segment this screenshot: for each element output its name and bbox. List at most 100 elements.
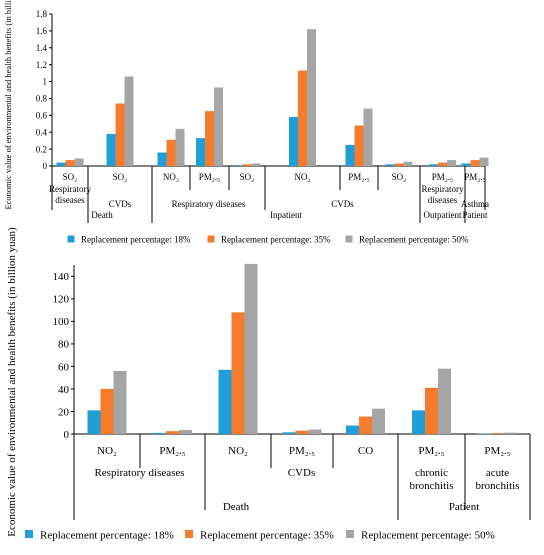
chart2-category-label: PM₂.₅: [418, 445, 444, 457]
chart2-y-tick-label: 80: [58, 339, 70, 351]
chart1-category-label: NO₂: [294, 172, 310, 182]
chart1-category-label: SO₂: [240, 172, 255, 182]
chart1-y-tick-label: 1.2: [36, 60, 47, 70]
chart2-legend-swatch: [346, 530, 354, 538]
chart1-category-label: SO₂: [392, 172, 407, 182]
chart1-bar-50: [404, 162, 413, 166]
chart1-y-tick-label: 0.6: [36, 110, 48, 120]
chart2-y-tick-label: 140: [53, 271, 70, 283]
chart1-category-label: SO₂: [113, 172, 128, 182]
chart2-bar-18: [346, 426, 359, 434]
chart1-legend-label: Replacement percentage: 18%: [81, 235, 191, 245]
chart1-legend-swatch: [346, 236, 353, 243]
chart1-group-label: Asthma: [461, 199, 489, 209]
chart1-y-tick-label: 0.2: [36, 144, 47, 154]
chart1-category-label: PM₂.₅: [199, 172, 221, 182]
chart1-bar-50: [176, 129, 185, 166]
chart1-legend-swatch: [208, 236, 215, 243]
chart2-bar-18: [153, 433, 166, 434]
chart2-bar-18: [88, 410, 101, 434]
chart2-outer-label: Patient: [449, 501, 480, 513]
chart1-bar-18: [234, 165, 243, 166]
chart2-y-tick-label: 120: [53, 294, 70, 306]
chart1-bar-50: [364, 109, 373, 166]
chart2-legend-swatch: [185, 530, 193, 538]
chart1-bar-50: [447, 160, 456, 166]
chart1-category-label: SO₂: [63, 172, 78, 182]
chart1-bar-35: [298, 71, 307, 166]
chart1-bar-50: [75, 158, 84, 166]
chart1-bar-18: [158, 152, 167, 166]
chart1-bar-18: [196, 138, 205, 166]
chart2-category-label: NO₂: [228, 445, 248, 457]
chart1-bar-35: [243, 164, 252, 166]
chart1-legend-label: Replacement percentage: 35%: [221, 235, 331, 245]
chart2-bar-18: [412, 410, 425, 434]
chart2-bar-18: [283, 432, 296, 434]
chart2-y-axis-label: Economic value of environmental and heal…: [6, 227, 18, 537]
chart2-bar-50: [114, 371, 127, 434]
chart1-group-label: Respiratory diseases: [172, 199, 246, 209]
chart2-bar-35: [359, 417, 372, 434]
chart1-bar-50: [214, 87, 223, 166]
chart1-bar-18: [57, 163, 66, 166]
chart1-bar-18: [289, 117, 298, 166]
chart1-outer-label: Inpatient: [270, 210, 302, 220]
chart2-y-tick-label: 100: [53, 316, 70, 328]
chart1-bar-18: [462, 163, 471, 166]
chart2-bar-35: [296, 431, 309, 434]
chart2-group-label: CVDs: [288, 467, 316, 479]
chart1-bar-50: [252, 163, 261, 166]
chart2-bar-35: [166, 431, 179, 434]
chart1-category-label: PM₂.₅: [464, 172, 486, 182]
chart2-bar-50: [309, 429, 322, 434]
chart1-y-tick-label: 0.8: [36, 94, 48, 104]
chart1-legend-swatch: [68, 236, 75, 243]
chart2-bar-35: [101, 389, 114, 434]
chart1-outer-label: Outpatient: [424, 210, 462, 220]
chart2-category-label: PM₂.₅: [484, 445, 510, 457]
chart1-bar-50: [125, 76, 134, 166]
chart1-legend-label: Replacement percentage: 50%: [359, 235, 469, 245]
chart1-outer-label: Death: [91, 210, 113, 220]
chart1-bar-18: [107, 134, 116, 166]
chart1-y-tick-label: 0.4: [36, 127, 48, 137]
chart2-bar-50: [372, 409, 385, 434]
chart1-y-axis-label: Economic value of environmental and heal…: [3, 0, 13, 210]
chart1-bar-50: [480, 158, 489, 166]
chart2-y-tick-label: 60: [58, 361, 70, 373]
chart2-bar-35: [491, 433, 504, 434]
chart2-y-tick-label: 0: [64, 429, 70, 441]
chart2-category-label: NO₂: [97, 445, 117, 457]
chart1-category-label: NO₂: [163, 172, 179, 182]
chart2-legend-label: Replacement percentage: 35%: [200, 529, 334, 541]
chart1-bar-35: [116, 104, 125, 166]
chart2-category-label: PM₂.₅: [159, 445, 185, 457]
chart2-y-tick-label: 40: [58, 384, 70, 396]
chart2-outer-label: Death: [223, 501, 250, 513]
chart1-y-tick-label: 0: [43, 161, 48, 171]
chart2-group-label: Respiratory diseases: [94, 467, 184, 479]
chart1-bar-50: [307, 29, 316, 166]
chart2-legend-label: Replacement percentage: 18%: [40, 529, 174, 541]
chart2-category-label: CO: [358, 445, 373, 457]
chart1-bar-35: [205, 111, 214, 166]
chart2-bar-50: [438, 369, 451, 434]
chart1-y-tick-label: 1.6: [36, 26, 48, 36]
chart2-bar-35: [425, 388, 438, 434]
chart1-y-tick-label: 1.8: [36, 9, 48, 19]
chart2-y-tick-label: 20: [58, 406, 70, 418]
chart2-bar-35: [232, 312, 245, 434]
chart2-category-label: PM₂.₅: [289, 445, 315, 457]
chart1-bar-18: [346, 145, 355, 166]
chart1-bar-18: [386, 164, 395, 166]
chart2-bar-50: [179, 430, 192, 434]
chart1-category-label: PM₂.₅: [348, 172, 370, 182]
chart1-bar-18: [429, 164, 438, 166]
